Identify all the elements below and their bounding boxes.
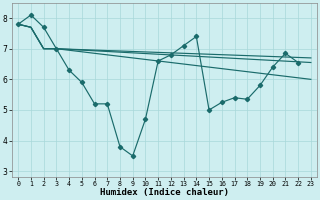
X-axis label: Humidex (Indice chaleur): Humidex (Indice chaleur) <box>100 188 229 197</box>
